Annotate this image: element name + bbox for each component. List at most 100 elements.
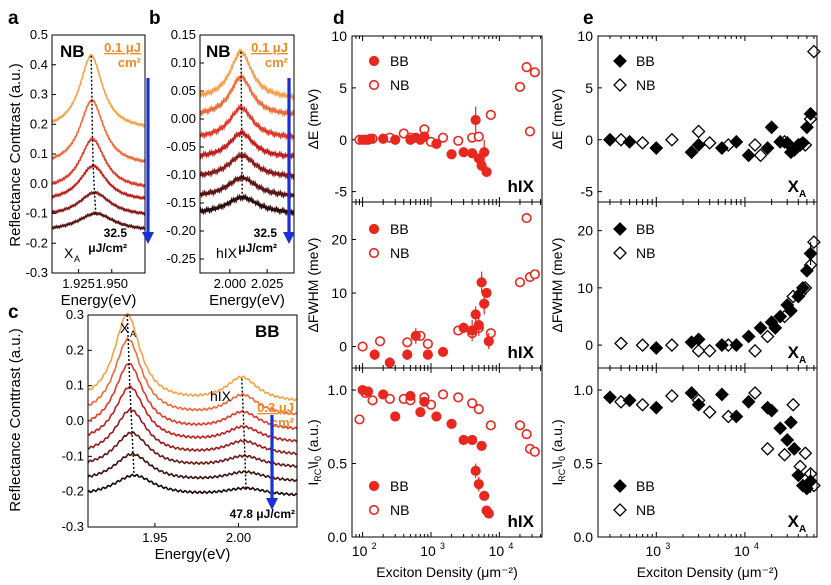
bb-point	[803, 246, 818, 261]
bottom-annotation: μJ/cm²	[88, 241, 127, 255]
top-annotation-unit: cm²	[118, 55, 142, 70]
nb-point	[367, 395, 378, 406]
y-tick-label: 0.10	[171, 55, 196, 70]
y-tick-label: -0.3	[62, 519, 84, 534]
subplot-tag: X	[788, 343, 800, 362]
bb-point	[422, 349, 433, 360]
bb-point	[446, 418, 457, 429]
nb-point	[691, 124, 706, 139]
sample-tag: BB	[255, 322, 280, 341]
nb-point	[521, 62, 532, 73]
bb-point	[741, 329, 756, 344]
subplot-tag: hIX	[508, 343, 535, 362]
spectrum-line	[199, 173, 295, 200]
bb-point	[368, 223, 380, 235]
bottom-annotation: 32.5	[104, 226, 128, 240]
bb-point	[483, 336, 494, 347]
spectrum-line	[87, 385, 298, 443]
spectrum-line	[199, 72, 295, 119]
y-tick-label: -0.2	[26, 235, 48, 250]
peak-trace	[241, 378, 247, 489]
bb-point	[803, 474, 818, 489]
bb-point	[622, 134, 637, 149]
bb-point	[481, 166, 492, 178]
nb-point	[485, 109, 496, 120]
plot-frame	[597, 367, 818, 538]
peak2-label: hIX	[210, 388, 232, 404]
nb-point	[374, 336, 386, 347]
x-tick-label: 1.950	[96, 276, 129, 291]
y-tick-label: 0.00	[171, 111, 196, 126]
y-tick-label: 1.0	[328, 382, 348, 398]
bb-point	[622, 393, 637, 408]
bb-point	[603, 132, 617, 147]
x-tick-exponent: 3	[665, 541, 670, 551]
spectrum-line	[51, 190, 146, 217]
nb-point	[485, 328, 496, 339]
nb-point	[664, 389, 679, 403]
x-tick-label: 10	[489, 543, 505, 559]
nb-point	[422, 338, 433, 350]
spectrum-line	[51, 211, 146, 231]
panel-letter: d	[333, 8, 345, 29]
panel-letter: c	[8, 302, 19, 323]
nb-point	[354, 414, 365, 425]
x-tick-label: 2.00	[226, 530, 251, 545]
bb-point	[729, 409, 744, 424]
spectrum-line	[87, 407, 298, 456]
nb-point	[437, 389, 449, 400]
y-axis-label: ΔFWHM (meV)	[305, 238, 321, 333]
plot-frame	[87, 314, 298, 528]
intensity-arrow-head	[283, 232, 295, 244]
peak-label: X	[64, 245, 74, 261]
bb-point	[715, 141, 729, 155]
nb-point	[521, 212, 532, 224]
y-tick-label: -0.2	[62, 484, 84, 499]
y-tick-label: 0.0	[30, 176, 48, 191]
bb-point	[476, 440, 487, 451]
x-tick-exponent: 2	[372, 541, 377, 551]
legend-bb: BB	[636, 221, 655, 237]
nb-point	[473, 404, 484, 415]
y-tick-label: -0.10	[166, 167, 196, 182]
bb-point	[729, 338, 744, 353]
y-tick-label: -0.05	[166, 139, 196, 154]
nb-point	[529, 269, 540, 280]
nb-point	[453, 392, 464, 403]
nb-point	[614, 336, 628, 351]
subplot-tag: hIX	[508, 512, 535, 531]
panel-b: -0.25 -0.20 -0.15 -0.10 -0.05 0.00 0.05 0.10 0.1…	[149, 8, 295, 309]
peak-label: hIX	[216, 245, 238, 261]
bb-point	[649, 400, 664, 415]
x-tick-exponent: 3	[440, 541, 445, 551]
bb-point	[479, 490, 490, 501]
y-tick-label: -0.1	[26, 206, 48, 221]
plot-frame	[199, 34, 295, 274]
y-tick-label: -0.1	[62, 448, 84, 463]
x-tick-label: 10	[646, 543, 662, 559]
nb-point	[702, 405, 717, 420]
y-tick-label: -0.20	[166, 223, 196, 238]
subplot-tag-sub: A	[799, 355, 806, 366]
x-tick-label: 1.925	[62, 276, 95, 291]
y-axis-label: IRC\I0 (a.u.)	[305, 419, 323, 485]
bb-point	[691, 138, 706, 152]
sample-tag: NB	[206, 42, 231, 61]
subplot-tag: X	[788, 512, 800, 531]
bb-point	[753, 321, 768, 335]
bb-point	[419, 396, 430, 407]
spectrum-line	[51, 163, 146, 201]
panel-d: -5 0 5 10 BB NB hIX ΔE (meV) 0 10 20 BB NB hIX ΔFWHM (…	[305, 8, 543, 580]
bb-point	[787, 441, 802, 456]
y-tick-label: 0	[339, 339, 347, 355]
spectrum-line	[87, 431, 298, 469]
bottom-annotation: 47.8 μJ/cm²	[230, 507, 295, 521]
nb-point	[529, 67, 540, 78]
bb-point	[481, 287, 492, 299]
bb-point	[479, 147, 490, 158]
y-tick-label: 0.1	[66, 378, 84, 393]
nb-point	[786, 397, 801, 412]
y-tick-label: 0	[585, 132, 593, 148]
y-tick-label: 0.2	[30, 116, 48, 131]
nb-point	[753, 148, 768, 163]
